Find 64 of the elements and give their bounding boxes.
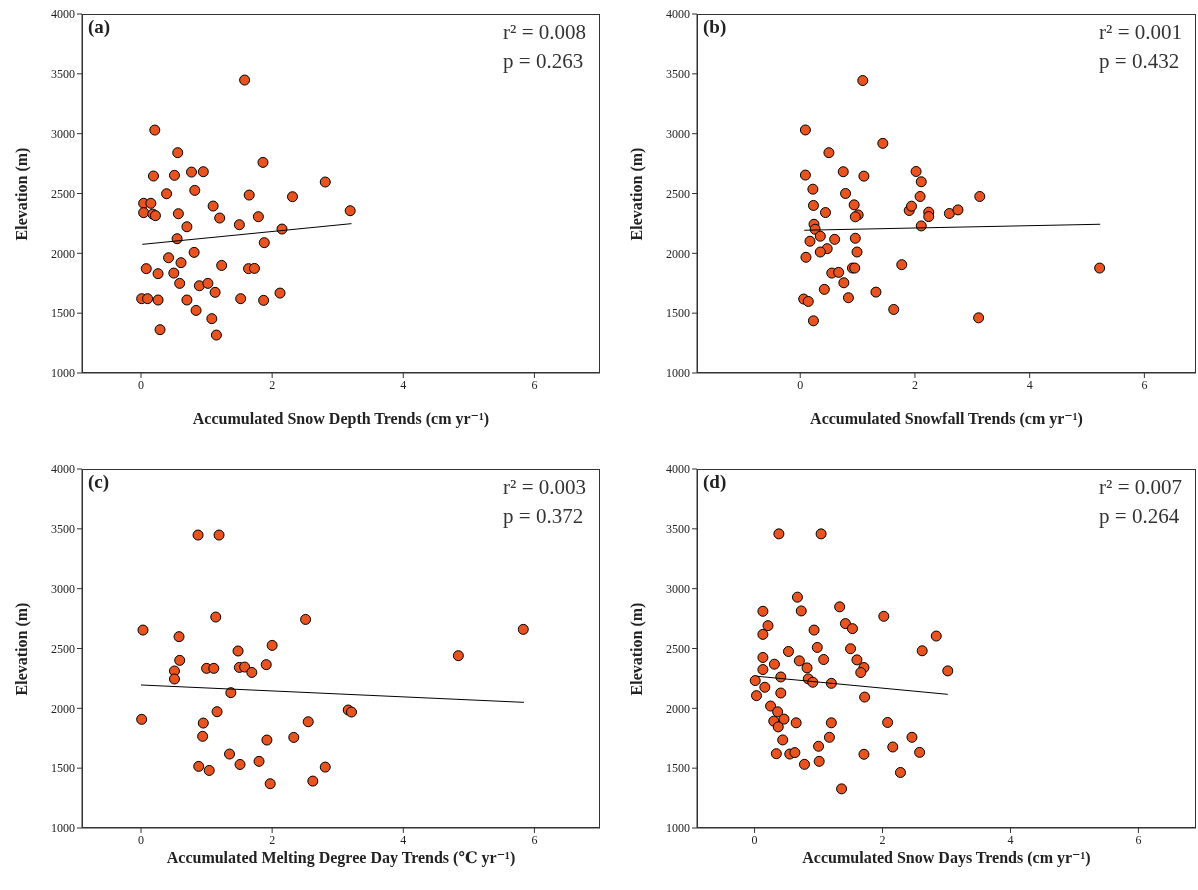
x-tick-label: 2 xyxy=(911,377,918,392)
chart-title: (c) xyxy=(88,471,110,493)
annotation: p = 0.432 xyxy=(1099,48,1181,75)
annotation: p = 0.264 xyxy=(1099,503,1181,530)
y-tick-label: 2500 xyxy=(51,186,75,201)
y-tick-label: 2500 xyxy=(51,641,75,656)
y-tick-label: 4000 xyxy=(51,7,75,22)
y-tick-label: 1000 xyxy=(666,366,690,381)
y-tick-label: 3500 xyxy=(51,522,75,537)
annotation: r² = 0.008 xyxy=(503,19,586,46)
x-tick-label: 0 xyxy=(751,832,758,847)
y-tick-label: 1500 xyxy=(51,306,75,321)
x-tick-label: 2 xyxy=(879,832,886,847)
x-tick-label: 4 xyxy=(1007,832,1014,847)
x-tick-label: 6 xyxy=(531,377,538,392)
x-tick-label: 4 xyxy=(1026,377,1033,392)
x-axis-title: Accumulated Snow Days Trends (cm yr⁻¹) xyxy=(801,848,1092,867)
y-axis-title: Elevation (m) xyxy=(627,146,647,243)
y-tick-label: 2000 xyxy=(666,701,690,716)
y-tick-label: 2000 xyxy=(51,246,75,261)
x-tick-label: 0 xyxy=(138,832,145,847)
y-tick-label: 3000 xyxy=(666,126,690,141)
y-tick-label: 2500 xyxy=(666,186,690,201)
x-tick-label: 4 xyxy=(400,377,407,392)
y-tick-label: 4000 xyxy=(666,462,690,477)
y-tick-label: 4000 xyxy=(666,7,690,22)
y-tick-label: 4000 xyxy=(51,462,75,477)
x-tick-label: 0 xyxy=(138,377,145,392)
annotation: r² = 0.001 xyxy=(1099,19,1182,46)
y-tick-label: 3500 xyxy=(666,522,690,537)
x-tick-label: 2 xyxy=(269,832,276,847)
x-tick-label: 6 xyxy=(531,832,538,847)
y-tick-label: 3000 xyxy=(666,581,690,596)
y-tick-label: 1000 xyxy=(51,821,75,836)
y-axis-title: Elevation (m) xyxy=(12,601,32,698)
chart-title: (b) xyxy=(703,16,727,38)
annotation: r² = 0.007 xyxy=(1099,474,1182,501)
chart-title: (d) xyxy=(703,471,727,493)
y-tick-label: 1500 xyxy=(51,761,75,776)
y-tick-label: 3000 xyxy=(51,126,75,141)
x-axis-title: Accumulated Melting Degree Day Trends (℃ yr⁻¹) xyxy=(165,848,517,867)
annotation: p = 0.263 xyxy=(503,48,585,75)
y-tick-label: 1000 xyxy=(51,366,75,381)
y-tick-label: 2500 xyxy=(666,641,690,656)
x-tick-label: 2 xyxy=(269,377,276,392)
y-tick-label: 3500 xyxy=(51,67,75,82)
y-tick-label: 1000 xyxy=(666,821,690,836)
y-tick-label: 3000 xyxy=(51,581,75,596)
y-tick-label: 3500 xyxy=(666,67,690,82)
x-tick-label: 4 xyxy=(400,832,407,847)
y-tick-label: 1500 xyxy=(666,761,690,776)
x-tick-label: 6 xyxy=(1135,832,1142,847)
x-tick-label: 6 xyxy=(1141,377,1148,392)
y-tick-label: 1500 xyxy=(666,306,690,321)
y-tick-label: 2000 xyxy=(666,246,690,261)
annotation: p = 0.372 xyxy=(503,503,585,530)
chart-title: (a) xyxy=(88,16,111,38)
x-axis-title: Accumulated Snow Depth Trends (cm yr⁻¹) xyxy=(191,409,491,428)
annotation: r² = 0.003 xyxy=(503,474,586,501)
x-tick-label: 0 xyxy=(797,377,804,392)
y-axis-title: Elevation (m) xyxy=(627,601,647,698)
y-tick-label: 2000 xyxy=(51,701,75,716)
y-axis-title: Elevation (m) xyxy=(12,146,32,243)
x-axis-title: Accumulated Snowfall Trends (cm yr⁻¹) xyxy=(809,409,1084,428)
